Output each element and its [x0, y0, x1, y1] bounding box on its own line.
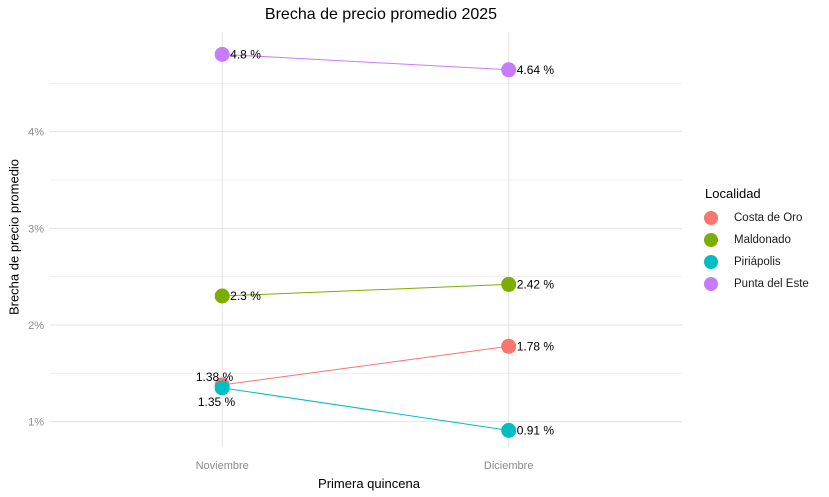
y-tick-label: 3% [28, 223, 44, 235]
legend-item-piriapolis: Piriápolis [698, 251, 809, 273]
data-point-label: 4.64 % [517, 63, 555, 77]
data-point [214, 380, 230, 396]
legend: Localidad Costa de Oro Maldonado Piriápo… [698, 186, 809, 295]
data-point [501, 62, 517, 78]
data-point [501, 276, 517, 292]
data-point-label: 0.91 % [517, 423, 555, 437]
series-line [222, 345, 509, 386]
x-axis-title: Primera quincena [318, 476, 420, 491]
x-tick-label: Diciembre [484, 460, 534, 472]
data-point-label: 1.38 % [196, 370, 234, 384]
data-point [501, 422, 517, 438]
x-tick-label: Noviembre [196, 460, 249, 472]
y-tick-label: 4% [28, 127, 44, 139]
data-point-label: 4.8 % [230, 47, 261, 61]
data-point [214, 46, 230, 62]
legend-item-costa-de-oro: Costa de Oro [698, 207, 809, 229]
legend-swatch-icon [704, 255, 718, 269]
data-point [501, 338, 517, 354]
legend-item-label: Maldonado [734, 234, 791, 246]
data-point-label: 1.78 % [517, 339, 555, 353]
legend-swatch-icon [704, 277, 718, 291]
legend-item-label: Piriápolis [734, 256, 781, 268]
series-line [222, 53, 509, 71]
chart-title: Brecha de precio promedio 2025 [264, 6, 498, 23]
data-point-label: 1.35 % [198, 395, 236, 409]
series-line [222, 387, 509, 431]
series-line [222, 283, 509, 297]
y-tick-label: 1% [28, 417, 44, 429]
legend-item-label: Punta del Este [734, 278, 809, 290]
legend-swatch-icon [704, 211, 718, 225]
legend-title: Localidad [705, 186, 761, 201]
y-tick-label: 2% [28, 320, 44, 332]
legend-item-label: Costa de Oro [734, 212, 803, 224]
legend-item-maldonado: Maldonado [698, 229, 809, 251]
data-point-label: 2.3 % [230, 289, 261, 303]
data-point-label: 2.42 % [517, 277, 555, 291]
data-point [214, 288, 230, 304]
legend-swatch-icon [704, 233, 718, 247]
legend-item-punta-del-este: Punta del Este [698, 273, 809, 295]
